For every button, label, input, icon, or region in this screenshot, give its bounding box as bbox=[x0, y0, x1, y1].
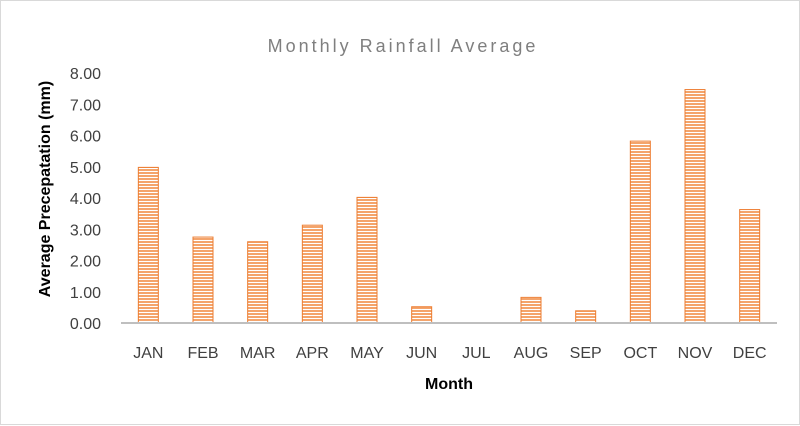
y-tick-label: 7.00 bbox=[70, 97, 101, 114]
y-tick-label: 1.00 bbox=[70, 285, 101, 302]
x-tick-label: FEB bbox=[187, 345, 218, 362]
x-tick-label: JUN bbox=[406, 345, 437, 362]
x-axis-title: Month bbox=[425, 376, 473, 393]
x-tick-label: JUL bbox=[462, 345, 491, 362]
chart-title: Monthly Rainfall Average bbox=[268, 36, 539, 56]
y-tick-label: 2.00 bbox=[70, 254, 101, 271]
x-tick-label: MAR bbox=[240, 345, 276, 362]
y-tick-label: 8.00 bbox=[70, 66, 101, 83]
y-tick-label: 4.00 bbox=[70, 191, 101, 208]
y-axis-title: Average Precepatation (mm) bbox=[37, 81, 54, 297]
bar-feb bbox=[192, 236, 214, 324]
bar-aug bbox=[520, 296, 542, 324]
bar-apr bbox=[301, 224, 323, 324]
y-tick-label: 5.00 bbox=[70, 160, 101, 177]
bar-nov bbox=[684, 89, 706, 324]
y-tick-label: 3.00 bbox=[70, 222, 101, 239]
x-tick-label: NOV bbox=[678, 345, 713, 362]
x-tick-label: APR bbox=[296, 345, 329, 362]
bar-mar bbox=[247, 241, 269, 324]
x-tick-label: OCT bbox=[623, 345, 657, 362]
x-tick-label: JAN bbox=[133, 345, 163, 362]
bar-series bbox=[137, 89, 761, 324]
bar-dec bbox=[739, 209, 761, 324]
x-tick-label: SEP bbox=[570, 345, 602, 362]
bar-sep bbox=[575, 310, 597, 324]
bar-oct bbox=[629, 140, 651, 324]
y-tick-label: 0.00 bbox=[70, 316, 101, 333]
x-tick-label: MAY bbox=[350, 345, 384, 362]
y-axis-ticks: 0.00 1.00 2.00 3.00 4.00 5.00 6.00 7.00 8.00 bbox=[70, 66, 101, 333]
bar-jan bbox=[137, 166, 159, 324]
bar-jun bbox=[411, 306, 433, 324]
x-tick-label: AUG bbox=[514, 345, 549, 362]
x-axis-ticks: JAN FEB MAR APR MAY JUN JUL AUG SEP OCT NOV DEC bbox=[133, 345, 766, 362]
bar-may bbox=[356, 196, 378, 324]
y-tick-label: 6.00 bbox=[70, 129, 101, 146]
x-tick-label: DEC bbox=[733, 345, 767, 362]
